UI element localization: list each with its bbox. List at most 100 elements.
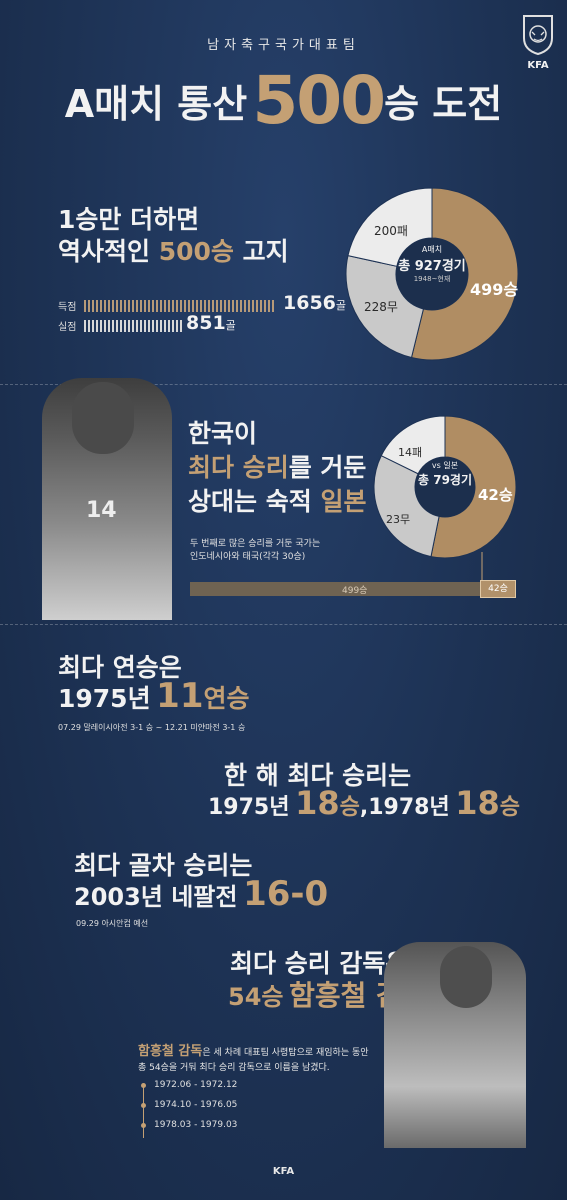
sec4-year-a: 1975년 bbox=[208, 795, 290, 820]
period-text: 1978.03 - 1979.03 bbox=[154, 1120, 238, 1130]
title-pre: A매치 통산 bbox=[64, 82, 248, 126]
period-text: 1972.06 - 1972.12 bbox=[154, 1080, 238, 1090]
title-number: 500 bbox=[252, 62, 386, 139]
conceded-bar bbox=[84, 320, 182, 332]
sec3-unit: 연승 bbox=[203, 684, 250, 713]
sec2-line3-gold: 일본 bbox=[320, 487, 367, 516]
tiger-emblem-icon bbox=[523, 15, 553, 56]
sec6-desc-name: 함흥철 감독 bbox=[138, 1044, 203, 1059]
page-title: A매치 통산 500승 도전 bbox=[0, 62, 567, 139]
sec1-line2: 역사적인 500승 고지 bbox=[58, 232, 289, 268]
draw-slice bbox=[345, 255, 425, 359]
conceded-value: 851골 bbox=[186, 312, 236, 334]
sec3-line1: 최다 연승은 bbox=[58, 653, 182, 682]
period-item: 1978.03 - 1979.03 bbox=[140, 1120, 300, 1140]
donut2-center-top: vs 일본 bbox=[431, 461, 459, 470]
period-item: 1972.06 - 1972.12 bbox=[140, 1080, 300, 1100]
sec3-year: 1975년 bbox=[58, 684, 151, 713]
goals-number: 1656 bbox=[283, 292, 336, 314]
sec2-line1: 한국이 bbox=[188, 419, 258, 448]
footer-logo: KFA bbox=[272, 1166, 295, 1177]
sec5-note: 09.29 아시안컵 예선 bbox=[76, 919, 149, 928]
coach-periods: 1972.06 - 1972.12 1974.10 - 1976.05 1978… bbox=[140, 1080, 300, 1140]
sec1-line2-gold: 500승 bbox=[158, 237, 234, 266]
sec5-score: 16-0 bbox=[243, 874, 329, 914]
coach-photo bbox=[384, 942, 526, 1148]
divider-2 bbox=[0, 624, 567, 625]
sec4-line1: 한 해 최다 승리는 bbox=[224, 761, 412, 790]
cmp-part-fill: 42승 bbox=[480, 580, 516, 598]
connector-line bbox=[481, 552, 483, 580]
kfa-logo: KFA bbox=[520, 12, 556, 72]
donut2-loss-label: 14패 bbox=[398, 446, 423, 459]
overall-record-donut bbox=[345, 187, 519, 361]
sec4-unit-a: 승 bbox=[339, 795, 360, 820]
goals-label: 득점 bbox=[58, 302, 77, 313]
sec2-line2-post: 를 거둔 bbox=[288, 453, 367, 482]
wins-comparison-bar: 499승 42승 bbox=[190, 580, 516, 598]
donut1-center-main: 총 927경기 bbox=[398, 259, 466, 274]
period-text: 1974.10 - 1976.05 bbox=[154, 1100, 238, 1110]
goals-bar bbox=[84, 300, 274, 312]
donut1-loss-label: 200패 bbox=[374, 224, 408, 238]
divider-1 bbox=[0, 384, 567, 385]
conceded-label: 실점 bbox=[58, 322, 77, 333]
sec1-line2-pre: 역사적인 bbox=[58, 237, 151, 266]
period-dot bbox=[141, 1123, 146, 1128]
sec5-line2: 2003년 네팔전 16-0 bbox=[74, 874, 328, 914]
cmp-total-label: 499승 bbox=[342, 586, 368, 596]
conceded-number: 851 bbox=[186, 312, 226, 334]
sec6-desc-rest: 은 세 차례 대표팀 사령탑으로 재임하는 동안 bbox=[202, 1048, 369, 1058]
sec5-match: 2003년 네팔전 bbox=[74, 883, 238, 911]
sec4-num-b: 18 bbox=[455, 784, 500, 822]
logo-text: KFA bbox=[527, 60, 549, 71]
player-head bbox=[72, 382, 134, 454]
sec6-wins: 54승 bbox=[228, 983, 284, 1011]
donut1-win-label: 499승 bbox=[470, 280, 519, 299]
donut1-center-sub: 1948~현재 bbox=[413, 275, 451, 283]
sec2-note2: 인도네시아와 태국(각각 30승) bbox=[190, 552, 306, 562]
timeline-line bbox=[143, 1084, 144, 1138]
sec2-line2: 최다 승리를 거둔 bbox=[188, 448, 366, 484]
sec6-desc-line2: 총 54승을 거둬 최다 승리 감독으로 이름을 남겼다. bbox=[138, 1063, 330, 1073]
goals-value: 1656골 bbox=[283, 292, 346, 314]
donut-hole bbox=[415, 457, 475, 517]
jersey-number: 14 bbox=[86, 498, 117, 523]
donut2-center-main: 총 79경기 bbox=[418, 473, 472, 487]
cmp-part-label: 42승 bbox=[488, 584, 508, 594]
donut2-center: vs 일본 총 79경기 bbox=[410, 460, 480, 488]
sec4-unit-b: 승 bbox=[499, 795, 521, 820]
coach-head bbox=[440, 946, 492, 1008]
sec3-note: 07.29 말레이시아전 3-1 승 ~ 12.21 미얀마전 3-1 승 bbox=[58, 723, 246, 732]
donut2-draw-label: 23무 bbox=[386, 513, 411, 526]
sec6-desc-line1: 함흥철 감독은 세 차례 대표팀 사령탑으로 재임하는 동안 bbox=[138, 1040, 369, 1059]
header-subtitle: 남자축구국가대표팀 bbox=[207, 38, 360, 53]
player-photo: 14 bbox=[42, 378, 172, 620]
sec3-line2: 1975년 11연승 bbox=[58, 676, 250, 716]
sec4-num-a: 18 bbox=[295, 784, 340, 822]
sec4-year-b: 1978년 bbox=[368, 795, 450, 820]
sec2-line3: 상대는 숙적 일본 bbox=[188, 482, 366, 518]
title-post: 승 도전 bbox=[384, 82, 503, 126]
donut1-center-top: A매치 bbox=[421, 245, 443, 254]
period-item: 1974.10 - 1976.05 bbox=[140, 1100, 300, 1120]
sec6-line1: 최다 승리 감독은 bbox=[230, 949, 409, 978]
sec2-note1: 두 번째로 많은 승리를 거둔 국가는 bbox=[190, 539, 321, 549]
japan-record-donut bbox=[373, 415, 517, 559]
sec2-line3-pre: 상대는 숙적 bbox=[188, 487, 312, 516]
sec4-sep: , bbox=[359, 795, 369, 820]
sec4-line2: 1975년 18승,1978년 18승 bbox=[208, 784, 520, 822]
donut2-win-label: 42승 bbox=[478, 486, 513, 504]
sec5-line1: 최다 골차 승리는 bbox=[74, 851, 253, 880]
period-dot bbox=[141, 1103, 146, 1108]
donut-hole bbox=[396, 238, 468, 310]
donut1-draw-label: 228무 bbox=[364, 300, 398, 314]
goals-unit: 골 bbox=[335, 299, 347, 312]
sec2-line2-gold: 최다 승리 bbox=[188, 453, 289, 482]
sec3-number: 11 bbox=[156, 676, 204, 716]
donut1-center: A매치 총 927경기 1948~현재 bbox=[392, 244, 472, 284]
period-dot bbox=[141, 1083, 146, 1088]
sec1-line1: 1승만 더하면 bbox=[58, 205, 200, 234]
sec1-line2-post: 고지 bbox=[242, 237, 289, 266]
